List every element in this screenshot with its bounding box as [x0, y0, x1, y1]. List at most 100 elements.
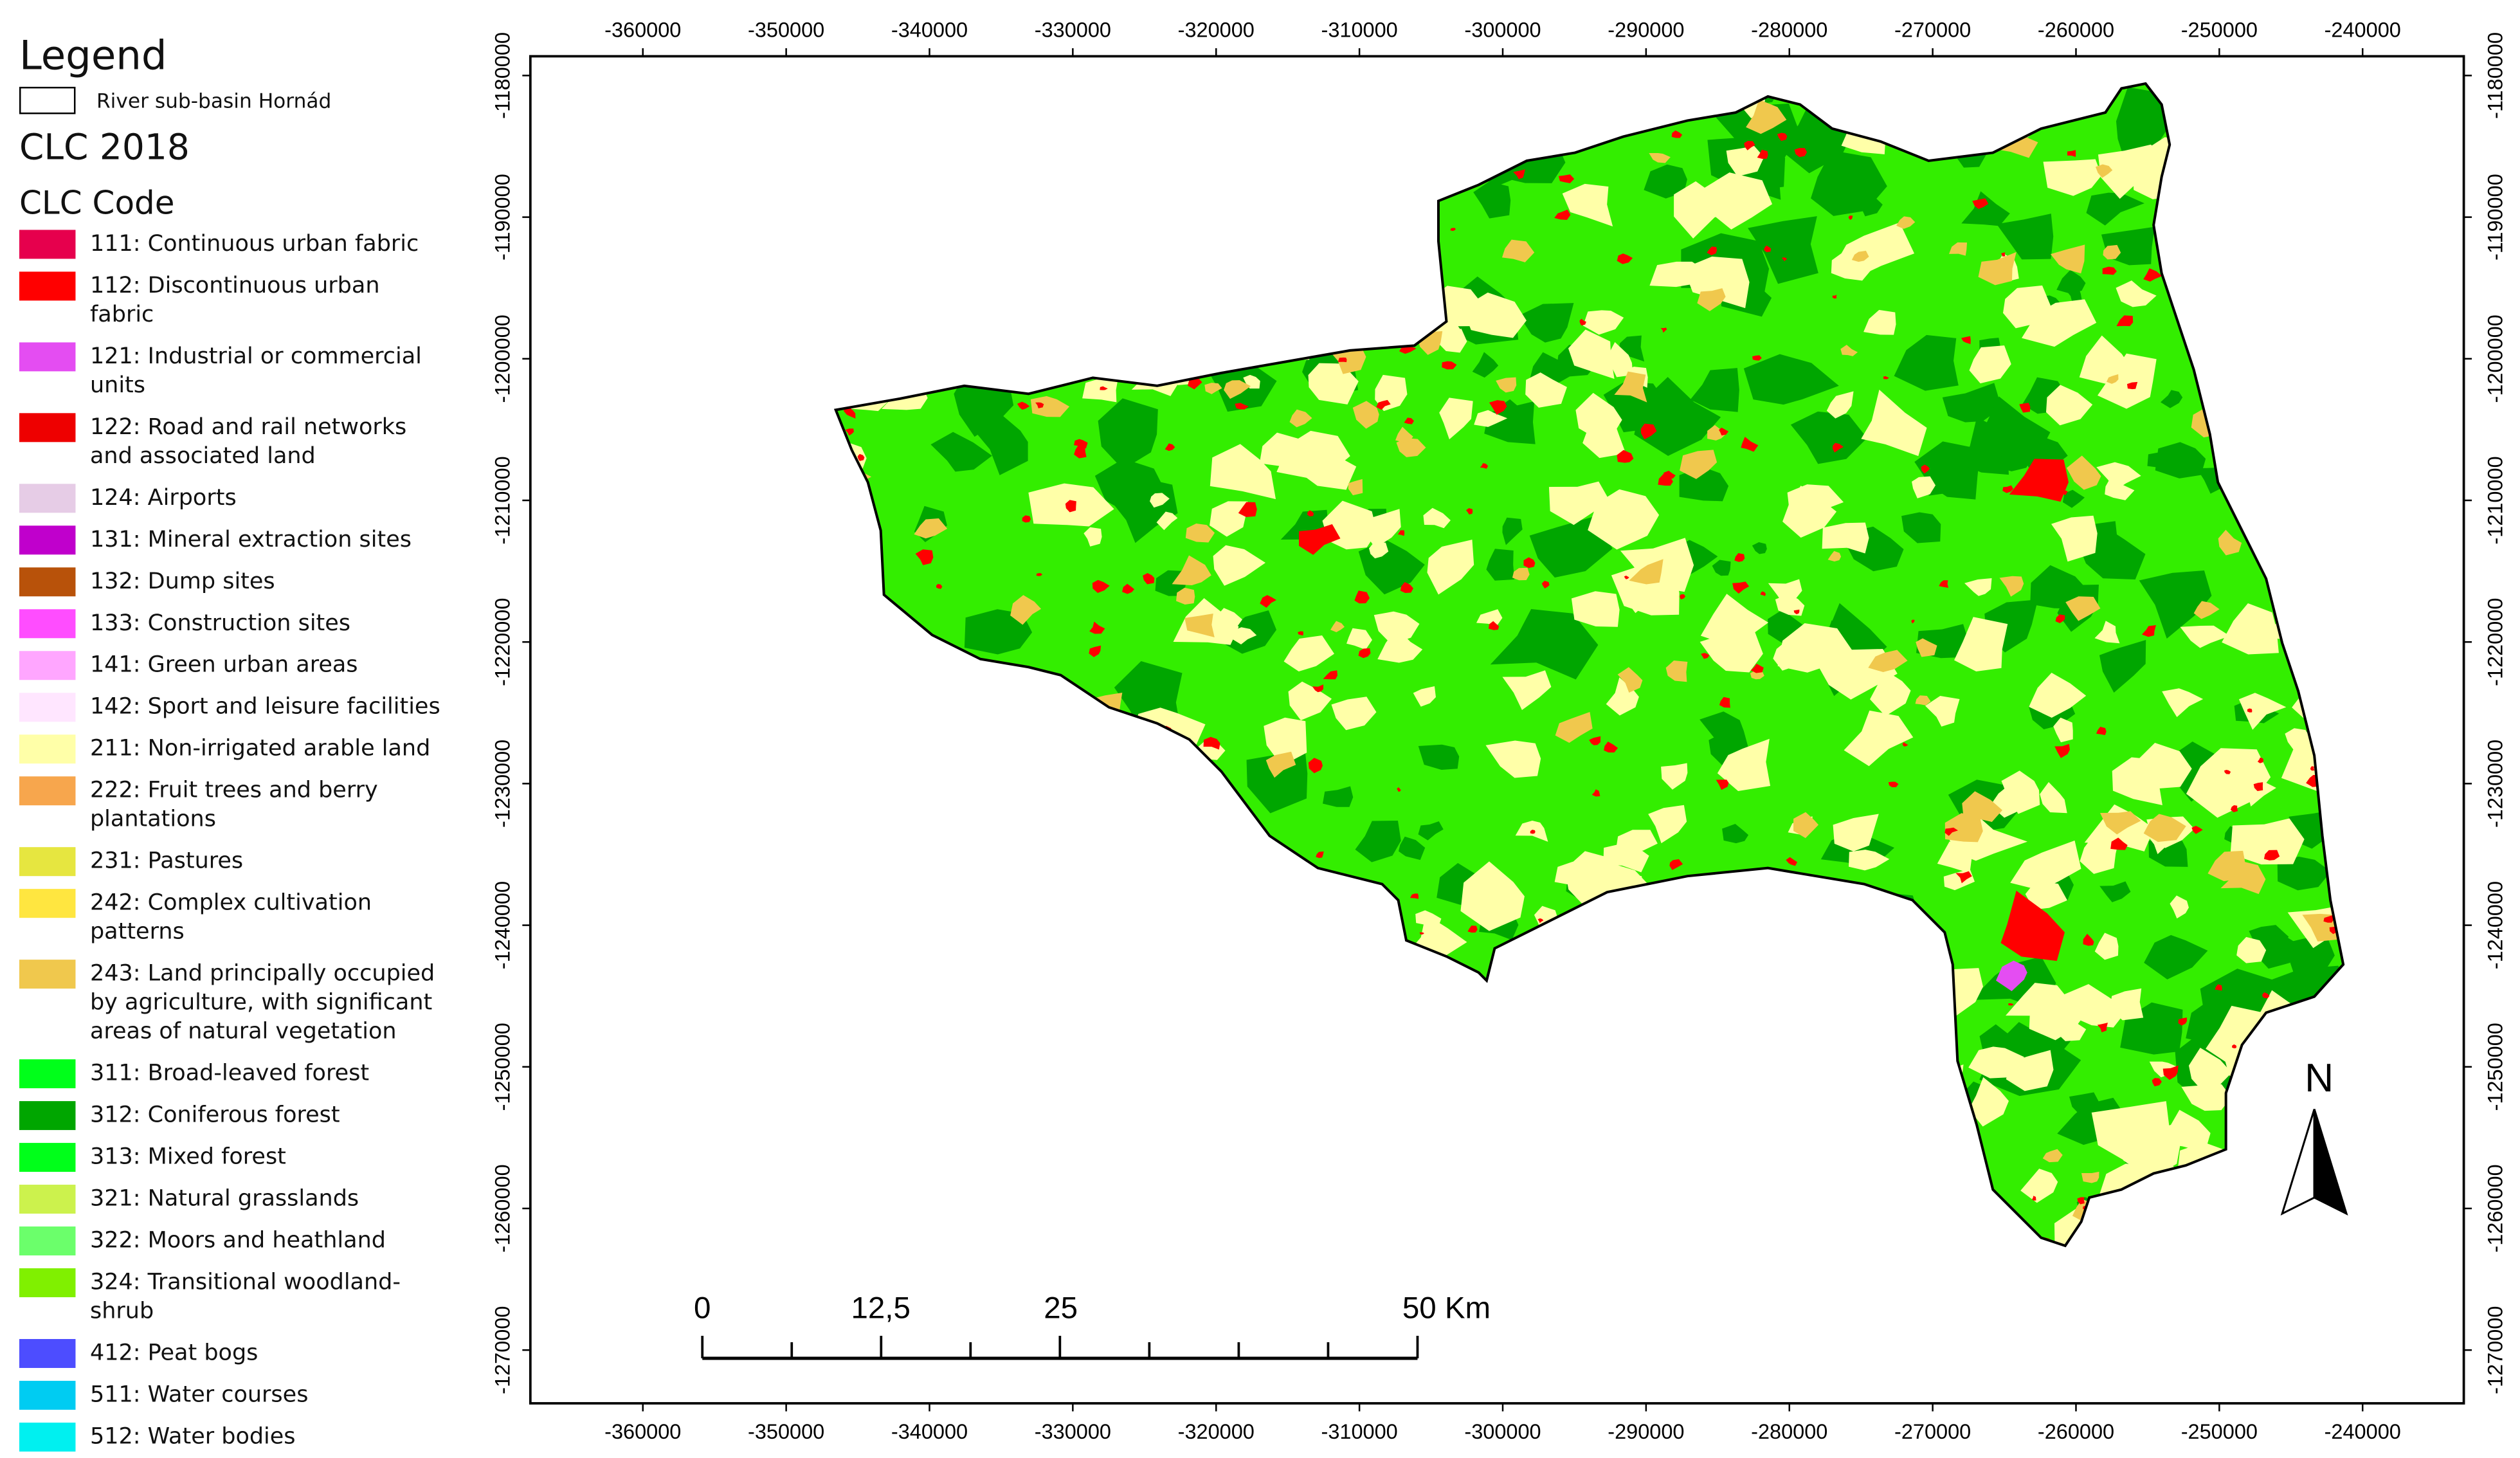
arable-patch [1346, 628, 1372, 650]
agri-patch [1010, 595, 1042, 625]
urban-patch [1260, 595, 1277, 608]
coniferous-patch [2056, 269, 2086, 294]
legend-swatch [19, 567, 76, 597]
arable-patch [1276, 430, 1350, 479]
coniferous-patch [1961, 191, 2010, 226]
legend-swatch [19, 271, 76, 301]
arable-patch [2160, 1109, 2211, 1153]
coniferous-patch [2236, 988, 2263, 1006]
legend-swatch [19, 1268, 76, 1298]
urban-patch [1203, 736, 1220, 750]
urban-patch [1308, 758, 1323, 774]
agri-patch [1649, 152, 1671, 163]
coniferous-patch [1712, 560, 1731, 576]
arable-patch [2162, 688, 2204, 717]
urban-patch [1488, 621, 1500, 630]
y-tick-label: -1260000 [2484, 1164, 2507, 1252]
arable-patch [1485, 740, 1541, 778]
urban-patch [1640, 423, 1657, 440]
legend-label: 133: Construction sites [89, 610, 351, 637]
coniferous-patch [1502, 517, 1523, 545]
urban-patch [1235, 403, 1249, 410]
arable-patch [2180, 625, 2230, 648]
y-tick-label: -1220000 [2484, 598, 2507, 686]
urban-patch [1089, 621, 1105, 634]
y-tick-label: -1200000 [491, 314, 514, 403]
urban-patch [1719, 697, 1730, 708]
urban-patch [2263, 850, 2280, 861]
y-tick-label: -1190000 [491, 174, 514, 260]
arable-patch [1615, 830, 1658, 853]
y-tick-label: -1190000 [2484, 174, 2507, 260]
coniferous-patch [1418, 744, 1460, 770]
urban-patch [1165, 443, 1175, 451]
urban-patch [1513, 169, 1525, 179]
north-label: N [2305, 1055, 2334, 1100]
coniferous-patch [1997, 214, 2054, 260]
legend-label: 324: Transitional woodland-shrub [89, 1270, 401, 1325]
coniferous-patch [2277, 856, 2331, 891]
arable-patch [1331, 697, 1377, 731]
x-tick-label: -240000 [2325, 18, 2401, 41]
arable-patch [1833, 222, 1915, 275]
urban-patch [2247, 708, 2253, 713]
arable-patch [1564, 851, 1629, 907]
coniferous-patch [2144, 934, 2208, 980]
arable-patch [1213, 545, 1266, 586]
legend-item: 141: Green urban areas [19, 651, 453, 680]
x-tick-label: -300000 [1464, 1420, 1541, 1443]
urban-patch [2310, 766, 2315, 771]
y-tick-label: -1240000 [2484, 881, 2507, 969]
legend-item: 211: Non-irrigated arable land [19, 734, 453, 764]
urban-patch [1757, 149, 1768, 159]
urban-patch [1589, 736, 1601, 745]
legend-swatch [19, 693, 76, 722]
y-tick-label: -1250000 [2484, 1023, 2507, 1111]
coniferous-patch [1722, 823, 1749, 844]
y-tick-label: -1180000 [2484, 32, 2507, 119]
y-tick-label: -1270000 [491, 1306, 514, 1394]
urban-patch [1617, 253, 1633, 264]
legend-swatch [19, 734, 76, 764]
urban-patch [2110, 837, 2128, 850]
urban-patch [2097, 1023, 2108, 1033]
arable-patch [2222, 603, 2279, 655]
urban-patch [1523, 557, 1536, 569]
urban-patch [2253, 782, 2263, 791]
urban-patch [1467, 925, 1478, 933]
legend-label: 111: Continuous urban fabric [89, 231, 419, 257]
arable-patch [1377, 628, 1423, 663]
urban-patch [1793, 609, 1800, 615]
agri-patch [1793, 812, 1819, 839]
arable-patch [1968, 1046, 2024, 1079]
x-tick-label: -330000 [1035, 1420, 1111, 1443]
coniferous-patch [930, 432, 992, 472]
urban-patch [1888, 781, 1899, 787]
urban-patch [1883, 376, 1889, 379]
legend-label: 141: Green urban areas [89, 652, 358, 679]
arable-patch [1674, 181, 1745, 239]
urban-patch [1902, 742, 1908, 747]
urban-patch [1400, 582, 1413, 594]
arable-patch [1083, 527, 1102, 547]
agri-patch [1204, 383, 1222, 394]
urban-patch [1752, 355, 1762, 361]
coniferous-patch [1634, 377, 1721, 456]
arable-patch [1210, 444, 1276, 500]
arable-patch [2237, 779, 2276, 806]
y-tick-label: -1230000 [2484, 740, 2507, 828]
arable-patch [2029, 994, 2084, 1041]
x-tick-label: -280000 [1751, 18, 1827, 41]
legend-item: 312: Coniferous forest [19, 1101, 453, 1131]
legend-swatch [19, 609, 76, 639]
x-tick-label: -270000 [1894, 1420, 1971, 1443]
urban-patch [1298, 631, 1304, 636]
urban-patch [1358, 648, 1371, 659]
y-tick-label: -1220000 [491, 598, 514, 686]
basin-label: River sub-basin Hornád [96, 88, 332, 113]
x-tick-label: -250000 [2181, 1420, 2258, 1443]
legend-label: 124: Airports [89, 485, 237, 511]
coniferous-patch [1942, 383, 2002, 423]
arable-patch [1476, 609, 1503, 626]
